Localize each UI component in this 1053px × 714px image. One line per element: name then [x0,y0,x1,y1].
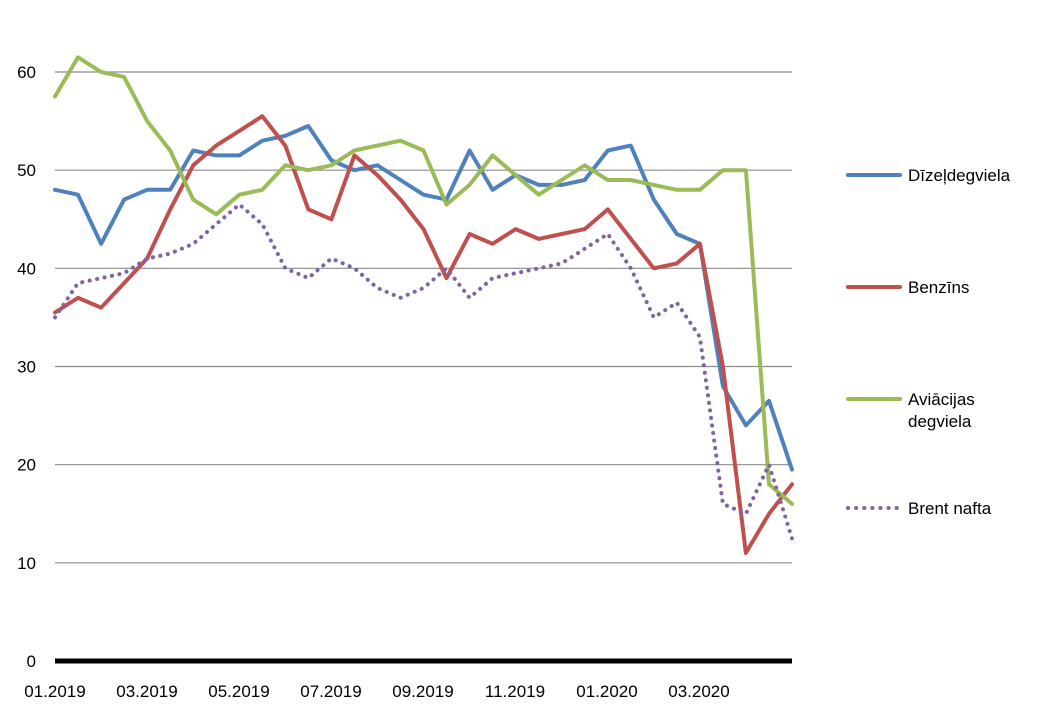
x-tick-label: 01.2019 [24,682,85,701]
x-tick-label: 03.2019 [116,682,177,701]
series-line-0 [53,124,794,472]
y-tick-label: 0 [27,652,36,671]
series-line-2 [53,55,794,506]
y-tick-label: 60 [17,63,36,82]
y-tick-label: 20 [17,456,36,475]
y-tick-label: 30 [17,358,36,377]
legend-label-2: Aviācijas degviela [908,390,975,431]
series-line-1 [53,114,794,555]
x-tick-label: 05.2019 [208,682,269,701]
y-tick-label: 50 [17,161,36,180]
y-tick-label: 40 [17,259,36,278]
x-tick-label: 01.2020 [576,682,637,701]
series-lines [53,55,794,555]
x-tick-label: 09.2019 [392,682,453,701]
legend: Dīzeļdegviela Benzīns Aviācijas degviela Bre… [846,166,1011,518]
legend-label-3: Brent nafta [908,499,992,518]
legend-label-0: Dīzeļdegviela [908,166,1011,185]
x-tick-label: 07.2019 [300,682,361,701]
series-line-3 [53,202,794,541]
x-tick-label: 11.2019 [485,682,545,701]
legend-label-1: Benzīns [908,278,969,297]
x-tick-label: 03.2020 [668,682,729,701]
y-tick-label: 10 [17,554,36,573]
axes: 0 10 20 30 40 50 60 01.2019 03.2019 05.2019 07.201… [17,63,792,701]
